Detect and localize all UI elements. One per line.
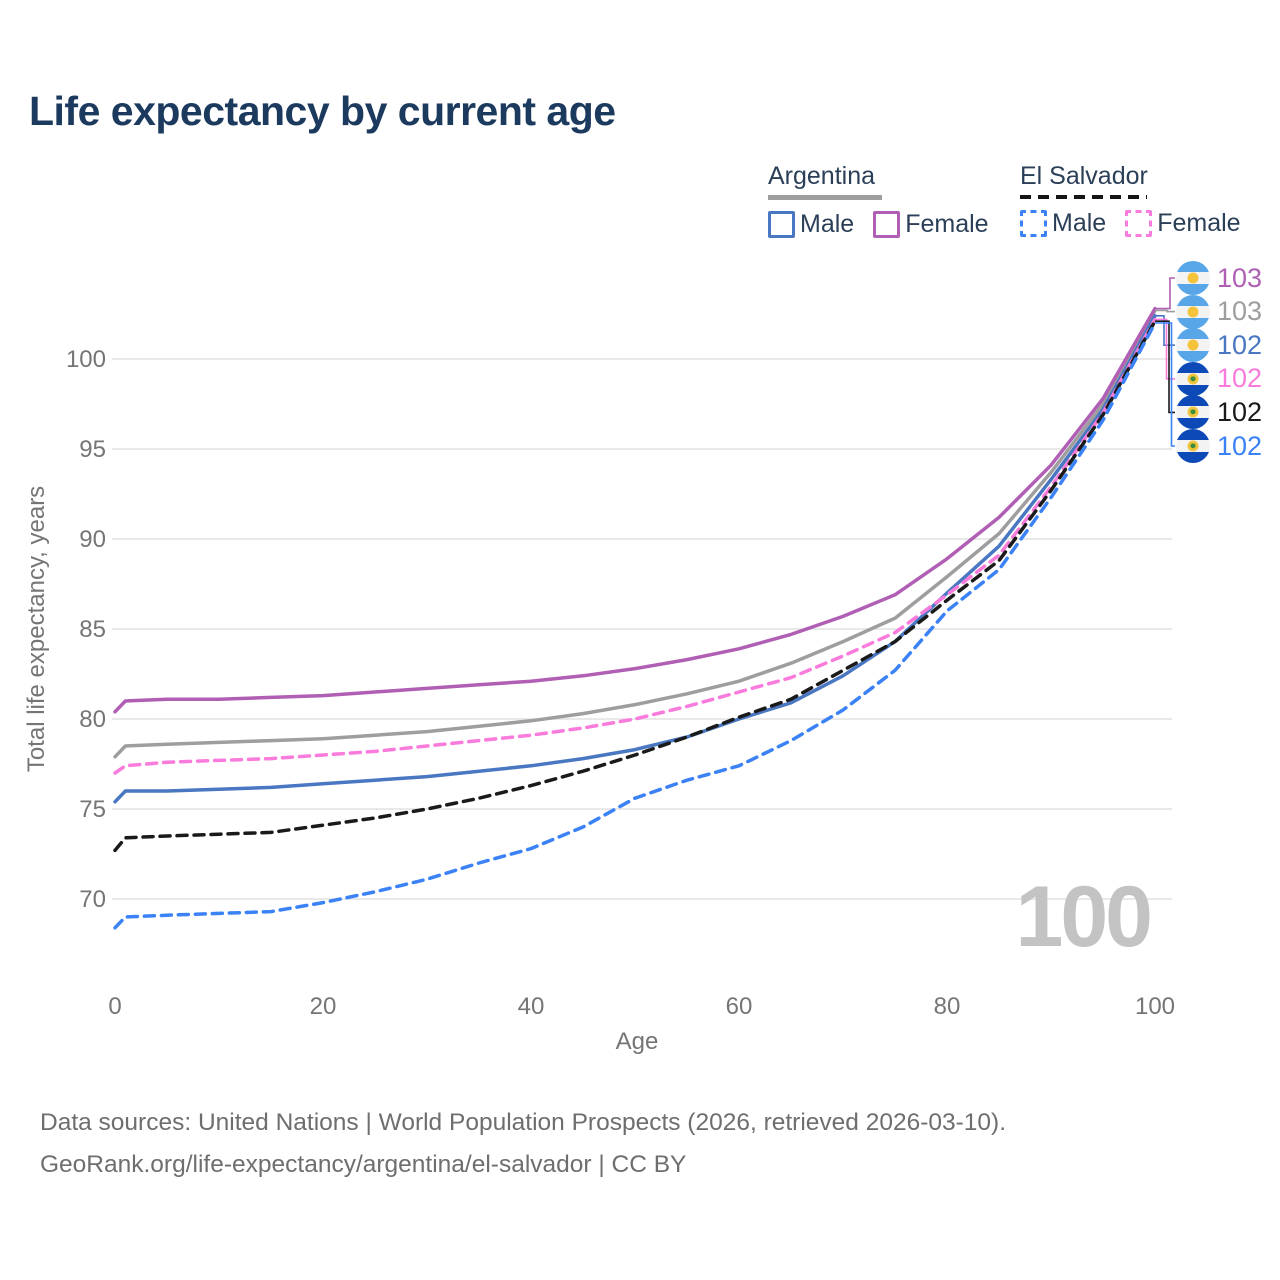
flag-emblem-icon bbox=[1187, 373, 1199, 385]
argentina-flag-icon bbox=[1176, 261, 1210, 295]
legend-label-el-salvador-male[interactable]: Male bbox=[1052, 209, 1107, 237]
x-tick-100: 100 bbox=[1135, 993, 1175, 1020]
x-tick-80: 80 bbox=[934, 993, 961, 1020]
callout-connector bbox=[1155, 277, 1175, 310]
series-line-argentina bbox=[113, 308, 1157, 759]
legend-row-el-salvador: Male Female bbox=[1020, 209, 1260, 238]
end-label-value: 102 bbox=[1217, 396, 1263, 427]
end-label-el-salvador-male: 102 bbox=[1176, 429, 1262, 463]
end-label-value: 103 bbox=[1217, 296, 1263, 327]
flag-emblem-icon bbox=[1187, 440, 1199, 452]
x-tick-20: 20 bbox=[310, 993, 337, 1020]
argentina-flag-icon bbox=[1176, 294, 1210, 329]
y-tick-70: 70 bbox=[79, 886, 106, 913]
y-tick-85: 85 bbox=[79, 616, 106, 643]
legend-item-argentina-male[interactable]: Male bbox=[768, 210, 854, 239]
end-label-argentina-female: 103 bbox=[1176, 261, 1262, 295]
legend-row-argentina: Male Female bbox=[768, 210, 1008, 239]
end-label-argentina: 103 bbox=[1176, 294, 1263, 329]
flag-emblem-icon bbox=[1187, 306, 1199, 318]
end-label-argentina-male: 102 bbox=[1176, 328, 1263, 363]
flag-emblem-icon bbox=[1187, 339, 1199, 351]
line-chart-canvas: 70 75 80 85 90 95 100 100 0 20 40 60 80 100 Age Total l… bbox=[23, 277, 1175, 1055]
age-watermark: 100 bbox=[1016, 869, 1151, 965]
series-line-argentina-female bbox=[113, 306, 1157, 714]
el-salvador-line-style-sample bbox=[1020, 195, 1147, 199]
argentina-line-style-sample bbox=[768, 195, 882, 200]
y-tick-95: 95 bbox=[79, 436, 106, 463]
flag-emblem-icon bbox=[1187, 406, 1199, 418]
x-axis-title: Age bbox=[616, 1028, 659, 1055]
legend-item-argentina-female[interactable]: Female bbox=[873, 210, 989, 239]
legend-group-argentina: Argentina Male Female bbox=[768, 162, 1008, 239]
end-label-value: 102 bbox=[1217, 329, 1263, 360]
legend-label-el-salvador-female[interactable]: Female bbox=[1157, 209, 1241, 237]
footer-data-sources: Data sources: United Nations | World Pop… bbox=[40, 1109, 1007, 1136]
y-tick-75: 75 bbox=[79, 796, 106, 823]
argentina-flag-icon bbox=[1176, 328, 1210, 363]
x-tick-60: 60 bbox=[726, 993, 753, 1020]
end-label-value: 102 bbox=[1217, 430, 1263, 461]
argentina-female-swatch-icon[interactable] bbox=[873, 211, 901, 238]
series-line-el-salvador bbox=[113, 319, 1157, 853]
el-salvador-flag-icon bbox=[1176, 429, 1210, 463]
el-salvador-female-swatch-icon[interactable] bbox=[1125, 210, 1153, 237]
y-tick-80: 80 bbox=[79, 706, 106, 733]
x-tick-40: 40 bbox=[518, 993, 545, 1020]
el-salvador-flag-icon bbox=[1176, 361, 1210, 396]
page-title: Life expectancy by current age bbox=[29, 88, 616, 134]
end-label-el-salvador-female: 102 bbox=[1176, 361, 1263, 396]
end-label-value: 102 bbox=[1217, 363, 1263, 394]
legend-label-argentina-male[interactable]: Male bbox=[800, 210, 855, 238]
y-tick-100: 100 bbox=[66, 346, 106, 373]
footer-attribution: GeoRank.org/life-expectancy/argentina/el… bbox=[40, 1151, 687, 1178]
series-line-argentina-male bbox=[113, 314, 1157, 804]
argentina-male-swatch-icon[interactable] bbox=[768, 211, 795, 238]
series-line-el-salvador-female bbox=[113, 317, 1157, 775]
end-label-el-salvador: 102 bbox=[1176, 395, 1263, 430]
callout-connector bbox=[1155, 309, 1175, 313]
end-label-value: 103 bbox=[1217, 262, 1263, 293]
el-salvador-flag-icon bbox=[1176, 395, 1210, 430]
legend-country-el-salvador: El Salvador bbox=[1020, 162, 1148, 190]
legend-item-el-salvador-male[interactable]: Male bbox=[1020, 209, 1106, 238]
el-salvador-male-swatch-icon[interactable] bbox=[1020, 210, 1047, 237]
legend-country-argentina: Argentina bbox=[768, 162, 876, 190]
legend-label-argentina-female[interactable]: Female bbox=[905, 210, 989, 238]
callout-connector bbox=[1155, 322, 1175, 447]
legend-group-el-salvador: El Salvador Male Female bbox=[1020, 162, 1260, 238]
series-line-el-salvador-male bbox=[113, 321, 1157, 930]
y-axis-title: Total life expectancy, years bbox=[23, 486, 50, 772]
x-tick-0: 0 bbox=[108, 993, 121, 1020]
flag-emblem-icon bbox=[1187, 272, 1199, 284]
y-tick-90: 90 bbox=[79, 526, 106, 553]
legend-item-el-salvador-female[interactable]: Female bbox=[1125, 209, 1241, 238]
